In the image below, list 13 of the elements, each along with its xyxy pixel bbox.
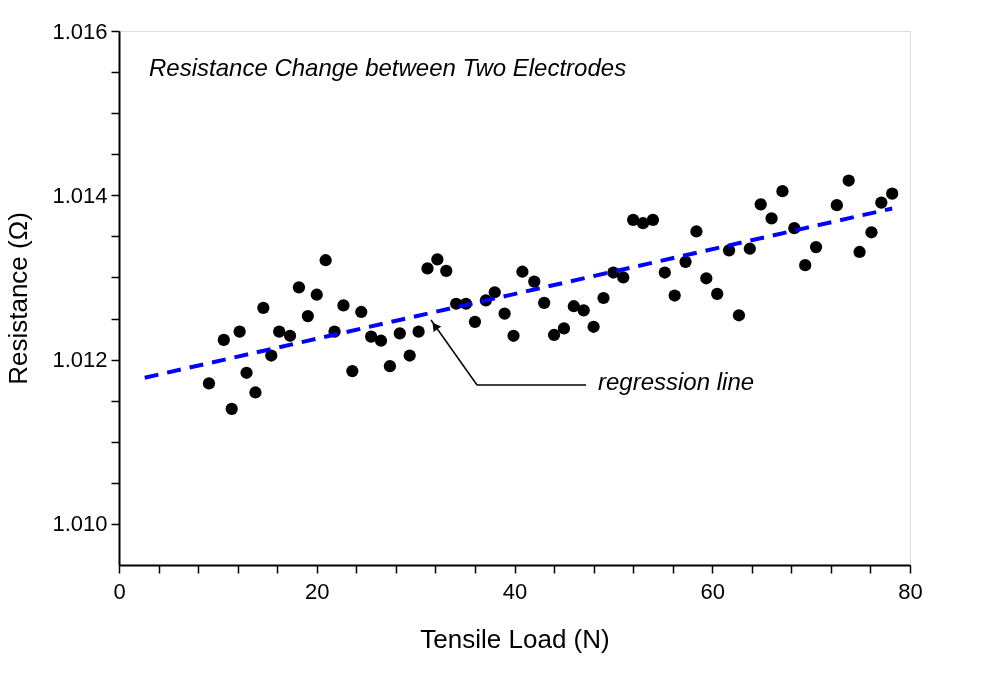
y-tick-label: 1.012 [52, 347, 108, 373]
x-tick-label: 0 [113, 578, 126, 604]
annotation: regression line [598, 368, 755, 395]
x-tick-label: 60 [700, 578, 725, 604]
y-tick-label: 1.010 [52, 511, 108, 537]
x-tick-label: 20 [305, 578, 330, 604]
text: Resistance Change between Two Electrodes [149, 54, 627, 81]
x-tick-label: 40 [502, 578, 528, 604]
x-axis-title: Tensile Load (N) [420, 623, 610, 654]
y-axis-title: Resistance (Ω) [3, 212, 34, 385]
x-tick-label: 80 [898, 578, 923, 604]
y-tick-label: 1.016 [52, 18, 108, 44]
y-tick-label: 1.014 [52, 182, 108, 208]
